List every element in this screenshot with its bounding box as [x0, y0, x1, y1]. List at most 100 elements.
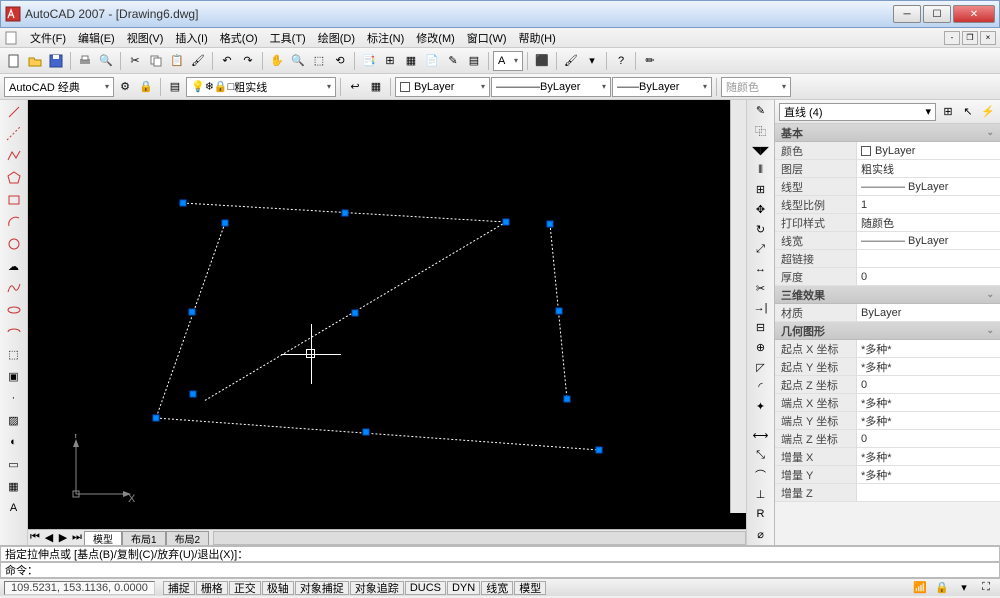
minimize-button[interactable]: ─ [893, 5, 921, 23]
prop-value[interactable] [857, 250, 1000, 267]
maximize-button[interactable]: ☐ [923, 5, 951, 23]
match-button[interactable]: 🖌 [188, 51, 208, 71]
status-极轴[interactable]: 极轴 [262, 581, 294, 595]
prop-row[interactable]: 增量 X*多种* [775, 448, 1000, 466]
menu-插入(I)[interactable]: 插入(I) [169, 28, 213, 48]
paint-button[interactable]: 🖌 [561, 51, 581, 71]
prop-row[interactable]: 线型比例1 [775, 196, 1000, 214]
status-模型[interactable]: 模型 [514, 581, 546, 595]
vertical-scrollbar[interactable] [730, 100, 746, 513]
calc-button[interactable]: ▤ [464, 51, 484, 71]
polyline-tool[interactable] [4, 146, 24, 166]
scale-tool[interactable]: ⤢ [751, 240, 771, 258]
status-对象捕捉[interactable]: 对象捕捉 [295, 581, 349, 595]
menu-绘图(D)[interactable]: 绘图(D) [312, 28, 361, 48]
layout-tab-0[interactable]: 模型 [84, 531, 122, 545]
status-DYN[interactable]: DYN [447, 581, 480, 595]
layer-state-button[interactable]: ▦ [366, 77, 386, 97]
plot-preview-button[interactable]: 🔍 [96, 51, 116, 71]
dim-radius-tool[interactable]: R [751, 506, 771, 524]
status-DUCS[interactable]: DUCS [405, 581, 446, 595]
workspace-settings-button[interactable]: ⚙ [115, 77, 135, 97]
coords-display[interactable]: 109.5231, 153.1136, 0.0000 [4, 581, 155, 595]
menu-编辑(E)[interactable]: 编辑(E) [72, 28, 121, 48]
prop-row[interactable]: 起点 X 坐标*多种* [775, 340, 1000, 358]
new-button[interactable] [4, 51, 24, 71]
clean-screen-icon[interactable]: ⛶ [976, 578, 996, 598]
block-button[interactable]: ⬛ [532, 51, 552, 71]
command-input[interactable]: 命令： [0, 562, 1000, 578]
mdi-restore-button[interactable]: ❐ [962, 31, 978, 45]
grip[interactable] [222, 220, 229, 227]
xline-tool[interactable] [4, 124, 24, 144]
status-栅格[interactable]: 栅格 [196, 581, 228, 595]
prop-row[interactable]: 端点 Y 坐标*多种* [775, 412, 1000, 430]
prop-value[interactable]: 0 [857, 376, 1000, 393]
dim-ord-tool[interactable]: ⊥ [751, 486, 771, 504]
stretch-tool[interactable]: ↔ [751, 260, 771, 278]
prop-row[interactable]: 线型———— ByLayer [775, 178, 1000, 196]
zoom-prev-button[interactable]: ⟲ [330, 51, 350, 71]
point-tool[interactable]: · [4, 388, 24, 408]
color-combo[interactable]: ByLayer▾ [395, 77, 490, 97]
grip[interactable] [342, 210, 349, 217]
copy-tool[interactable]: ⿻ [751, 122, 771, 140]
offset-tool[interactable]: ⫴ [751, 161, 771, 179]
prop-row[interactable]: 线宽———— ByLayer [775, 232, 1000, 250]
select-objects-button[interactable]: ↖ [960, 104, 976, 120]
prop-row[interactable]: 超链接 [775, 250, 1000, 268]
prop-value[interactable]: *多种* [857, 448, 1000, 465]
layer-prev-button[interactable]: ↩ [345, 77, 365, 97]
toggle-pickadd-button[interactable]: ⊞ [940, 104, 956, 120]
prop-value[interactable] [857, 484, 1000, 501]
rectangle-tool[interactable] [4, 190, 24, 210]
mirror-tool[interactable]: ◥◤ [751, 142, 771, 160]
polygon-tool[interactable] [4, 168, 24, 188]
prop-value[interactable]: 0 [857, 268, 1000, 285]
grip[interactable] [189, 309, 196, 316]
break-tool[interactable]: ⊟ [751, 319, 771, 337]
make-block-tool[interactable]: ▣ [4, 366, 24, 386]
array-tool[interactable]: ⊞ [751, 181, 771, 199]
grip[interactable] [503, 219, 510, 226]
prop-row[interactable]: 端点 X 坐标*多种* [775, 394, 1000, 412]
horizontal-scrollbar[interactable] [213, 531, 746, 545]
status-捕捉[interactable]: 捕捉 [163, 581, 195, 595]
trim-tool[interactable]: ✂ [751, 280, 771, 298]
layer-combo[interactable]: 💡❄🔒□ 粗实线▾ [186, 77, 336, 97]
dim-diameter-tool[interactable]: ⌀ [751, 525, 771, 543]
prop-row[interactable]: 厚度0 [775, 268, 1000, 286]
prop-value[interactable]: 1 [857, 196, 1000, 213]
undo-button[interactable]: ↶ [217, 51, 237, 71]
prop-value[interactable]: 粗实线 [857, 160, 1000, 177]
hatch-tool[interactable]: ▨ [4, 410, 24, 430]
tab-first-button[interactable]: ⏮ [28, 531, 42, 545]
prop-row[interactable]: 打印样式随颜色 [775, 214, 1000, 232]
edit-block-button[interactable]: ✏ [640, 51, 660, 71]
menu-窗口(W)[interactable]: 窗口(W) [461, 28, 513, 48]
props-section-几何图形[interactable]: 几何图形⌄ [775, 322, 1000, 340]
extend-tool[interactable]: →| [751, 299, 771, 317]
close-button[interactable]: ✕ [953, 5, 995, 23]
plotstyle-combo[interactable]: 随颜色▾ [721, 77, 791, 97]
mdi-close-button[interactable]: × [980, 31, 996, 45]
properties-button[interactable]: 📑 [359, 51, 379, 71]
menu-格式(O)[interactable]: 格式(O) [214, 28, 264, 48]
linetype-combo[interactable]: ———— ByLayer▾ [491, 77, 611, 97]
zoom-button[interactable]: 🔍 [288, 51, 308, 71]
redo-button[interactable]: ↷ [238, 51, 258, 71]
gradient-tool[interactable]: ◐ [4, 432, 24, 452]
help-button[interactable]: ? [611, 51, 631, 71]
comm-center-icon[interactable]: 📶 [910, 578, 930, 598]
chamfer-tool[interactable]: ◸ [751, 358, 771, 376]
tab-prev-button[interactable]: ◀ [42, 531, 56, 545]
dim-arc-tool[interactable]: ⌒ [751, 466, 771, 484]
tray-settings-icon[interactable]: ▾ [954, 578, 974, 598]
arc-tool[interactable] [4, 212, 24, 232]
grip[interactable] [596, 447, 603, 454]
prop-row[interactable]: 增量 Z [775, 484, 1000, 502]
prop-row[interactable]: 增量 Y*多种* [775, 466, 1000, 484]
rotate-tool[interactable]: ↻ [751, 221, 771, 239]
grip[interactable] [190, 391, 197, 398]
save-button[interactable] [46, 51, 66, 71]
